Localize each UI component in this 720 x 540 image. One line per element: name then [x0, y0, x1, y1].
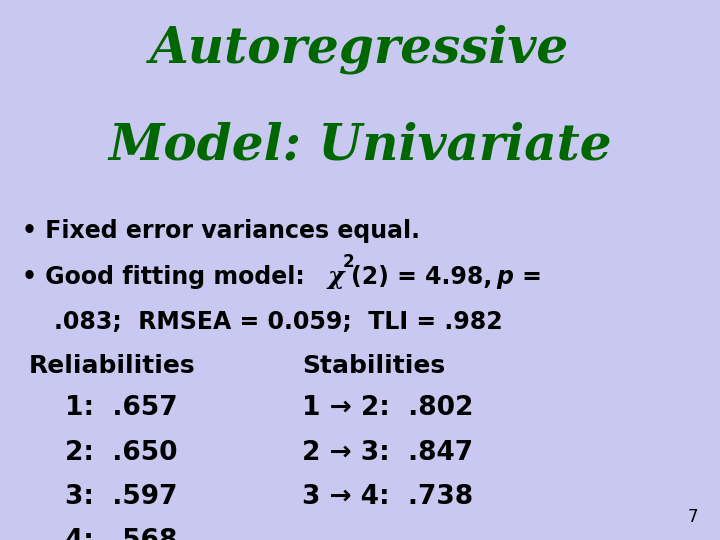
Text: (2) = 4.98,: (2) = 4.98, [351, 265, 492, 288]
Text: • Fixed error variances equal.: • Fixed error variances equal. [22, 219, 420, 242]
Text: .083;  RMSEA = 0.059;  TLI = .982: .083; RMSEA = 0.059; TLI = .982 [54, 310, 503, 334]
Text: Autoregressive: Autoregressive [150, 24, 570, 74]
Text: Reliabilities: Reliabilities [29, 354, 195, 377]
Text: 2 → 3:  .847: 2 → 3: .847 [302, 440, 474, 465]
Text: 7: 7 [688, 509, 698, 526]
Text: 3 → 4:  .738: 3 → 4: .738 [302, 484, 474, 510]
Text: • Good fitting model:: • Good fitting model: [22, 265, 312, 288]
Text: 1:  .657: 1: .657 [65, 395, 177, 421]
Text: Stabilities: Stabilities [302, 354, 446, 377]
Text: 3:  .597: 3: .597 [65, 484, 177, 510]
Text: 4:  .568: 4: .568 [65, 528, 177, 540]
Text: 2:  .650: 2: .650 [65, 440, 177, 465]
Text: p =: p = [484, 265, 541, 288]
Text: Model: Univariate: Model: Univariate [108, 122, 612, 171]
Text: 1 → 2:  .802: 1 → 2: .802 [302, 395, 474, 421]
Text: χ: χ [328, 265, 344, 288]
Text: 2: 2 [343, 253, 354, 271]
